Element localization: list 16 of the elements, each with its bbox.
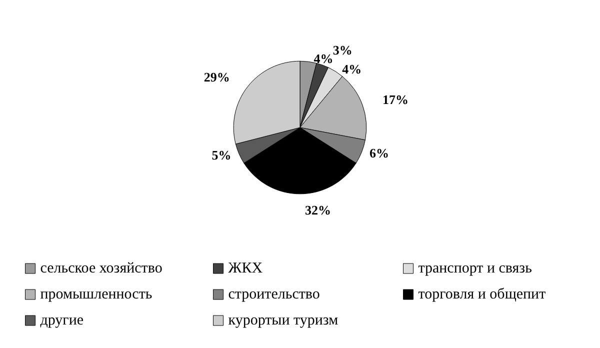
legend-label: сельское хозяйство <box>40 260 162 276</box>
data-label: 17% <box>382 92 409 108</box>
data-label: 29% <box>204 70 230 85</box>
legend-label: курортыи туризм <box>228 312 339 328</box>
legend-label: промышленность <box>40 286 152 302</box>
legend-label: транспорт и связь <box>418 260 532 276</box>
legend-label: строительство <box>228 286 320 302</box>
data-label: 4% <box>314 51 334 66</box>
data-label: 4% <box>342 61 362 76</box>
legend-label: торговля и общепит <box>418 286 546 302</box>
data-label: 32% <box>305 202 331 218</box>
data-label: 5% <box>212 148 232 163</box>
data-label: 6% <box>370 146 390 161</box>
legend-label: другие <box>40 312 84 328</box>
legend-label: ЖКХ <box>228 260 263 276</box>
data-label: 3% <box>332 42 352 58</box>
